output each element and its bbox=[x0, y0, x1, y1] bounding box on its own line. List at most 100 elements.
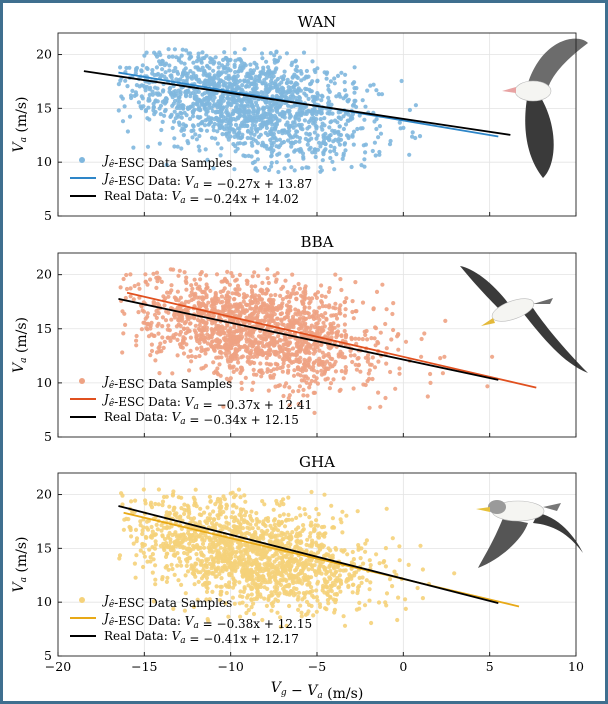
scatter-point bbox=[343, 355, 348, 360]
scatter-point bbox=[268, 534, 273, 540]
scatter-point bbox=[169, 75, 174, 80]
scatter-point bbox=[187, 116, 193, 121]
scatter-point bbox=[259, 306, 264, 311]
scatter-point bbox=[249, 126, 254, 131]
scatter-point bbox=[176, 101, 181, 106]
scatter-point bbox=[240, 309, 245, 314]
scatter-point bbox=[425, 394, 430, 399]
scatter-point bbox=[420, 567, 425, 572]
legend-marker bbox=[79, 157, 85, 163]
scatter-point bbox=[260, 499, 265, 504]
scatter-point bbox=[287, 308, 292, 313]
scatter-point bbox=[194, 282, 199, 287]
scatter-point bbox=[283, 278, 288, 283]
scatter-point bbox=[297, 506, 302, 511]
scatter-point bbox=[277, 344, 282, 349]
scatter-point bbox=[288, 537, 293, 542]
scatter-point bbox=[264, 603, 269, 609]
scatter-point bbox=[333, 313, 339, 318]
scatter-point bbox=[202, 510, 207, 515]
scatter-point bbox=[147, 92, 152, 97]
scatter-point bbox=[295, 68, 300, 74]
scatter-point bbox=[193, 561, 198, 566]
scatter-point bbox=[339, 333, 344, 338]
scatter-point bbox=[281, 342, 286, 347]
scatter-point bbox=[287, 385, 292, 390]
scatter-point bbox=[175, 289, 180, 294]
scatter-point bbox=[276, 533, 281, 538]
scatter-point bbox=[160, 67, 165, 72]
scatter-point bbox=[292, 291, 297, 296]
scatter-point bbox=[250, 574, 255, 579]
scatter-point bbox=[288, 320, 293, 325]
scatter-point bbox=[263, 130, 268, 136]
scatter-point bbox=[327, 99, 332, 104]
scatter-point bbox=[174, 77, 179, 82]
scatter-point bbox=[150, 529, 155, 534]
scatter-point bbox=[142, 53, 147, 58]
scatter-point bbox=[340, 156, 345, 161]
scatter-point bbox=[204, 128, 210, 133]
scatter-point bbox=[160, 59, 165, 64]
scatter-point bbox=[294, 64, 299, 69]
scatter-point bbox=[198, 115, 203, 120]
scatter-point bbox=[343, 122, 349, 127]
scatter-point bbox=[210, 589, 215, 595]
scatter-point bbox=[194, 346, 200, 351]
scatter-point bbox=[124, 286, 130, 292]
scatter-point bbox=[146, 334, 152, 339]
scatter-point bbox=[282, 589, 287, 594]
scatter-point bbox=[363, 104, 368, 109]
scatter-point bbox=[123, 322, 128, 327]
scatter-point bbox=[181, 72, 186, 77]
scatter-point bbox=[200, 92, 205, 97]
scatter-point bbox=[290, 517, 295, 522]
scatter-point bbox=[185, 139, 190, 144]
scatter-point bbox=[141, 525, 146, 530]
scatter-point bbox=[183, 591, 188, 596]
scatter-point bbox=[253, 351, 258, 356]
scatter-point bbox=[369, 336, 374, 341]
scatter-point bbox=[136, 100, 141, 105]
scatter-point bbox=[288, 542, 293, 547]
scatter-point bbox=[324, 76, 329, 81]
scatter-point bbox=[247, 526, 252, 531]
scatter-point bbox=[388, 138, 393, 144]
scatter-point bbox=[164, 494, 169, 499]
scatter-point bbox=[188, 94, 193, 99]
scatter-point bbox=[234, 367, 239, 372]
scatter-point bbox=[203, 351, 208, 356]
scatter-point bbox=[419, 336, 424, 342]
scatter-point bbox=[230, 510, 235, 515]
scatter-point bbox=[294, 123, 299, 128]
scatter-point bbox=[270, 592, 275, 597]
scatter-point bbox=[320, 545, 325, 550]
scatter-point bbox=[146, 98, 151, 103]
scatter-point bbox=[139, 327, 144, 332]
scatter-point bbox=[124, 272, 129, 278]
scatter-point bbox=[211, 509, 216, 514]
scatter-point bbox=[212, 559, 217, 564]
y-tick-label: 15 bbox=[36, 100, 52, 115]
scatter-point bbox=[175, 353, 180, 358]
scatter-point bbox=[208, 546, 213, 552]
scatter-point bbox=[159, 279, 164, 284]
scatter-point bbox=[348, 115, 353, 121]
scatter-point bbox=[290, 346, 296, 351]
scatter-point bbox=[281, 361, 286, 366]
scatter-point bbox=[220, 132, 225, 137]
scatter-point bbox=[224, 590, 229, 596]
scatter-point bbox=[332, 592, 337, 597]
scatter-point bbox=[223, 515, 229, 520]
scatter-point bbox=[148, 534, 153, 540]
scatter-point bbox=[253, 338, 258, 343]
scatter-point bbox=[349, 164, 354, 170]
scatter-point bbox=[206, 98, 211, 103]
scatter-point bbox=[231, 111, 236, 116]
scatter-point bbox=[134, 539, 139, 544]
scatter-point bbox=[138, 104, 143, 109]
scatter-point bbox=[235, 540, 240, 545]
scatter-point bbox=[289, 165, 294, 170]
scatter-point bbox=[306, 602, 312, 608]
scatter-point bbox=[197, 323, 202, 328]
